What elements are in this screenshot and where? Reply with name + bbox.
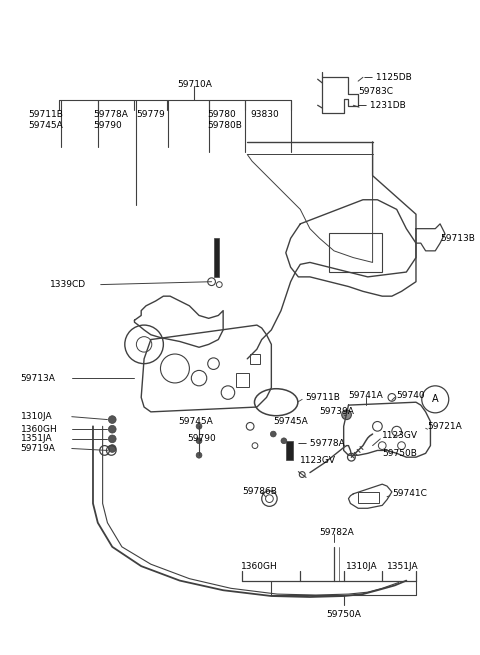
Text: A: A [432,394,439,404]
Text: 1351JA: 1351JA [387,561,419,571]
Bar [236,373,249,387]
Circle shape [108,445,116,453]
Text: 59741C: 59741C [392,489,427,498]
Text: 59740: 59740 [396,391,425,400]
Text: 59713A: 59713A [21,373,56,383]
Circle shape [342,410,351,420]
Text: 93830: 93830 [250,111,279,119]
Text: 59739A: 59739A [320,407,354,417]
Text: 59711B: 59711B [305,393,340,402]
Text: 59790: 59790 [188,434,216,443]
Text: 59710A: 59710A [177,79,212,88]
Text: 59778A: 59778A [93,111,128,119]
Text: 1123GV: 1123GV [382,432,418,440]
Text: 1360GH: 1360GH [21,424,58,434]
Text: — 1125DB: — 1125DB [364,73,412,82]
Text: 59790: 59790 [93,121,122,130]
Text: 59741A: 59741A [348,391,383,400]
Bar [329,233,382,272]
Text: 59782A: 59782A [320,528,354,537]
Text: 1310JA: 1310JA [346,561,377,571]
Text: 59780B: 59780B [208,121,242,130]
Circle shape [196,423,202,429]
Text: — 1231DB: — 1231DB [358,101,406,110]
Text: 59745A: 59745A [178,417,213,426]
Text: 59745A: 59745A [28,121,63,130]
Text: 59721A: 59721A [428,422,462,431]
Text: 59750B: 59750B [382,449,417,458]
Text: 59786B: 59786B [242,487,277,496]
Text: 1123GV: 1123GV [300,456,336,464]
Text: 59711B: 59711B [28,111,63,119]
Bar [286,441,293,460]
Circle shape [196,453,202,458]
Bar [358,492,379,504]
Circle shape [108,416,116,423]
Text: 1339CD: 1339CD [49,280,86,289]
Bar [250,354,260,364]
Text: 1310JA: 1310JA [21,412,52,421]
Text: 59780: 59780 [208,111,237,119]
Text: 59750A: 59750A [326,610,361,619]
Text: 59745A: 59745A [273,417,308,426]
Text: 59779: 59779 [136,111,165,119]
Circle shape [108,435,116,443]
Text: 1360GH: 1360GH [240,561,277,571]
Text: 59783C: 59783C [358,87,393,96]
Circle shape [281,438,287,443]
Bar [214,238,219,277]
Circle shape [270,431,276,437]
Text: 1351JA: 1351JA [21,434,52,443]
Text: 59713B: 59713B [440,234,475,243]
Text: 59719A: 59719A [21,444,56,453]
Circle shape [196,438,202,443]
Text: — 59778A: — 59778A [299,440,345,448]
Circle shape [108,425,116,433]
